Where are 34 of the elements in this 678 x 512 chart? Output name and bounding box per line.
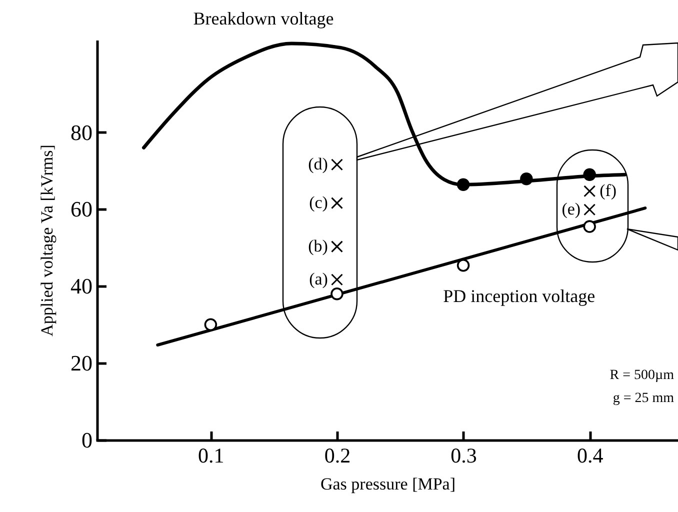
point bbox=[330, 240, 343, 253]
x-tick-label: 0.4 bbox=[576, 444, 604, 468]
annotation: (e) bbox=[562, 200, 581, 219]
y-tick-label: 0 bbox=[82, 428, 92, 452]
point bbox=[583, 168, 596, 181]
point bbox=[204, 318, 218, 331]
x-axis-title: Gas pressure [MPa] bbox=[320, 474, 456, 494]
point bbox=[330, 197, 343, 210]
point bbox=[330, 287, 344, 300]
annotation: g = 25 mm bbox=[612, 391, 674, 406]
point bbox=[520, 172, 533, 186]
y-tick-label: 60 bbox=[70, 196, 92, 222]
point bbox=[330, 274, 343, 286]
annotation: (a) bbox=[309, 270, 328, 289]
annotation: (b) bbox=[308, 236, 328, 256]
annotation: (f) bbox=[600, 181, 617, 200]
x-tick-label: 0.1 bbox=[198, 444, 224, 468]
point bbox=[584, 204, 596, 216]
series-label: Breakdown voltage bbox=[193, 8, 334, 28]
annotation: (c) bbox=[309, 193, 328, 212]
point bbox=[584, 185, 596, 198]
y-tick-label: 80 bbox=[70, 120, 92, 145]
y-tick-label: 20 bbox=[70, 350, 92, 376]
x-tick-label: 0.3 bbox=[450, 444, 477, 468]
series-label: PD inception voltage bbox=[443, 286, 596, 306]
x-tick-label: 0.2 bbox=[324, 444, 351, 468]
point bbox=[456, 178, 470, 191]
point bbox=[330, 158, 343, 171]
y-tick-label: 40 bbox=[70, 274, 92, 299]
annotation: (d) bbox=[308, 154, 328, 174]
point bbox=[456, 259, 470, 272]
annotation: R = 500µm bbox=[610, 368, 674, 383]
y-axis-title: Applied voltage Va [kVrms] bbox=[38, 144, 56, 336]
point bbox=[583, 220, 596, 233]
